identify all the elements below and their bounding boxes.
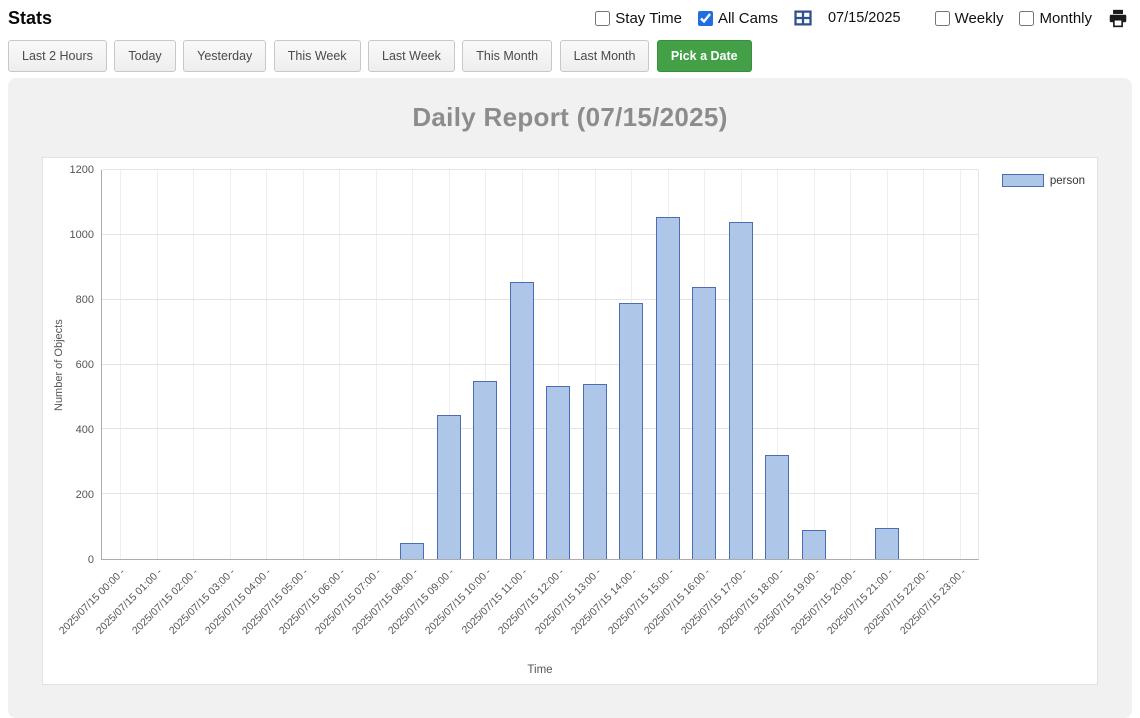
bar-person [765,455,790,559]
y-axis-ticks: 0 200 400 600 800 1000 1200 [65,164,101,566]
all-cams-checkbox[interactable] [697,10,713,26]
printer-icon [1109,9,1127,27]
bar-slot [832,170,869,559]
stay-time-label: Stay Time [615,9,682,27]
legend: person [1001,174,1085,187]
bar-person [655,217,680,559]
bar-person [582,383,607,559]
bar-slot [504,170,541,559]
legend-label: person [1049,174,1085,187]
stay-time-checkbox[interactable] [595,10,611,26]
monthly-toggle[interactable]: Monthly [1019,10,1092,27]
h-gridline [102,363,978,365]
bar-person [436,414,461,559]
daily-report-chart: Number of Objects 0 200 400 600 800 1000 1200 … [42,157,1098,685]
range-button-this-month[interactable]: This Month [462,40,553,72]
y-tick-label: 1200 [69,164,94,176]
weekly-checkbox[interactable] [934,10,950,26]
range-button-last-2-hours[interactable]: Last 2 Hours [8,40,107,72]
range-button-today[interactable]: Today [114,40,176,72]
bar-slot [248,170,285,559]
h-gridline [102,233,978,235]
range-button-last-month[interactable]: Last Month [559,40,650,72]
bar-slot [139,170,176,559]
report-title: Daily Report (07/15/2025) [412,102,728,132]
plot-column: 2025/07/15 00:00 -2025/07/15 01:00 -2025… [57,169,979,680]
h-gridline [102,169,978,170]
bar-person [400,542,425,559]
bar-person [509,281,534,559]
x-tick-label: 2025/07/15 00:00 - [56,566,128,637]
bar-slot [431,170,468,559]
monthly-label: Monthly [1039,9,1092,27]
y-tick-label: 600 [75,359,94,371]
bar-slot [540,170,577,559]
all-cams-toggle[interactable]: All Cams [697,9,778,27]
y-tick-label: 400 [75,424,94,437]
bar-slot [212,170,249,559]
table-grid-icon [794,10,812,26]
h-gridline [102,428,978,430]
bar-person [874,528,899,559]
monthly-checkbox[interactable] [1019,10,1035,26]
h-gridline [102,493,978,495]
bar-person [692,286,717,559]
bar-slot [613,170,650,559]
range-toolbar: Last 2 Hours Today Yesterday This Week L… [0,34,1140,78]
bar-person [801,529,826,559]
bar-slot [942,170,979,559]
x-axis-title: Time [527,664,553,676]
bar-person [619,302,644,559]
y-tick-label: 0 [87,554,94,566]
bar-slot [394,170,431,559]
plot-area [101,169,979,560]
bar-slot [577,170,614,559]
weekly-label: Weekly [954,9,1004,27]
bar-slot [175,170,212,559]
range-button-this-week[interactable]: This Week [273,40,361,72]
report-panel: Daily Report (07/15/2025) Number of Obje… [8,78,1132,718]
selected-date[interactable]: 07/15/2025 [827,10,901,26]
bar-person [473,380,498,559]
camera-table-button[interactable] [794,10,812,26]
h-gridline [102,298,978,300]
page-title: Stats [8,7,53,28]
header: Stats Stay Time All Cams 07/15/2025 Week… [0,0,1140,34]
legend-swatch [1001,174,1044,187]
bar-person [728,221,753,559]
bar-slot [759,170,796,559]
print-button[interactable] [1108,9,1128,28]
range-button-yesterday[interactable]: Yesterday [183,40,267,72]
x-axis-labels: 2025/07/15 00:00 -2025/07/15 01:00 -2025… [57,560,979,664]
bar-slot [869,170,906,559]
y-tick-label: 800 [75,294,94,307]
bar-slot [905,170,942,559]
weekly-toggle[interactable]: Weekly [934,9,1004,27]
all-cams-label: All Cams [717,9,778,27]
range-button-pick-a-date[interactable]: Pick a Date [656,40,752,72]
bar-slot [686,170,723,559]
bar-slot [102,170,139,559]
bar-slot [723,170,760,559]
bar-slot [467,170,504,559]
bar-person [546,385,571,559]
range-button-last-week[interactable]: Last Week [368,40,455,72]
bar-slot [285,170,322,559]
y-axis-title: Number of Objects [53,319,65,411]
bar-slot [796,170,833,559]
bar-slot [650,170,687,559]
y-tick-label: 1000 [69,229,94,241]
y-tick-label: 200 [75,489,94,502]
bar-slot [358,170,395,559]
bar-slot [321,170,358,559]
bars [102,170,978,559]
header-controls: Stay Time All Cams 07/15/2025 Weekly Mon… [595,9,1128,28]
stay-time-toggle[interactable]: Stay Time [595,10,682,27]
